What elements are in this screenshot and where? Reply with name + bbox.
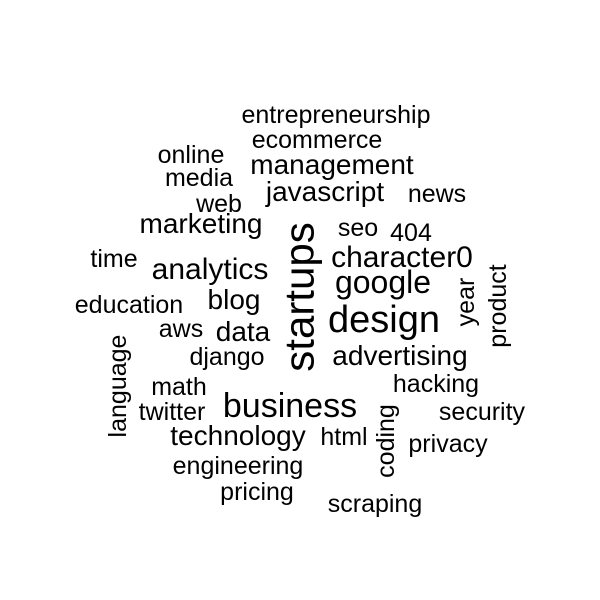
word-analytics: analytics [152,253,269,286]
word-media: media [165,164,233,192]
word-data: data [216,316,271,347]
word-online: online [158,141,225,169]
word-coding: coding [372,404,400,478]
word-twitter: twitter [139,398,206,426]
word-seo: seo [338,214,378,242]
word-security: security [439,398,526,426]
word-pricing: pricing [220,478,294,506]
word-web: web [195,190,242,218]
word-design: design [328,299,440,341]
word-news: news [408,180,466,208]
word-scraping: scraping [328,490,423,518]
word-character0: character0 [331,241,473,274]
word-hacking: hacking [393,370,479,398]
word-django: django [189,343,264,371]
word-javascript: javascript [265,176,384,207]
word-business: business [223,387,357,425]
word-aws: aws [159,315,203,343]
word-google: google [335,264,431,300]
word-technology: technology [170,420,305,451]
word-time: time [90,245,137,273]
word-404: 404 [390,219,432,247]
word-html: html [320,423,367,451]
word-language: language [104,335,132,438]
word-entrepreneurship: entrepreneurship [241,101,430,129]
word-advertising: advertising [332,340,467,371]
word-ecommerce: ecommerce [252,126,383,154]
word-math: math [151,373,207,401]
word-startups: startups [276,222,323,371]
word-product: product [484,264,512,347]
word-privacy: privacy [408,430,488,458]
word-engineering: engineering [173,452,304,480]
word-education: education [75,291,183,319]
word-management: management [250,149,414,180]
word-marketing: marketing [140,208,263,239]
word-blog: blog [208,284,261,315]
word-year: year [452,278,480,327]
